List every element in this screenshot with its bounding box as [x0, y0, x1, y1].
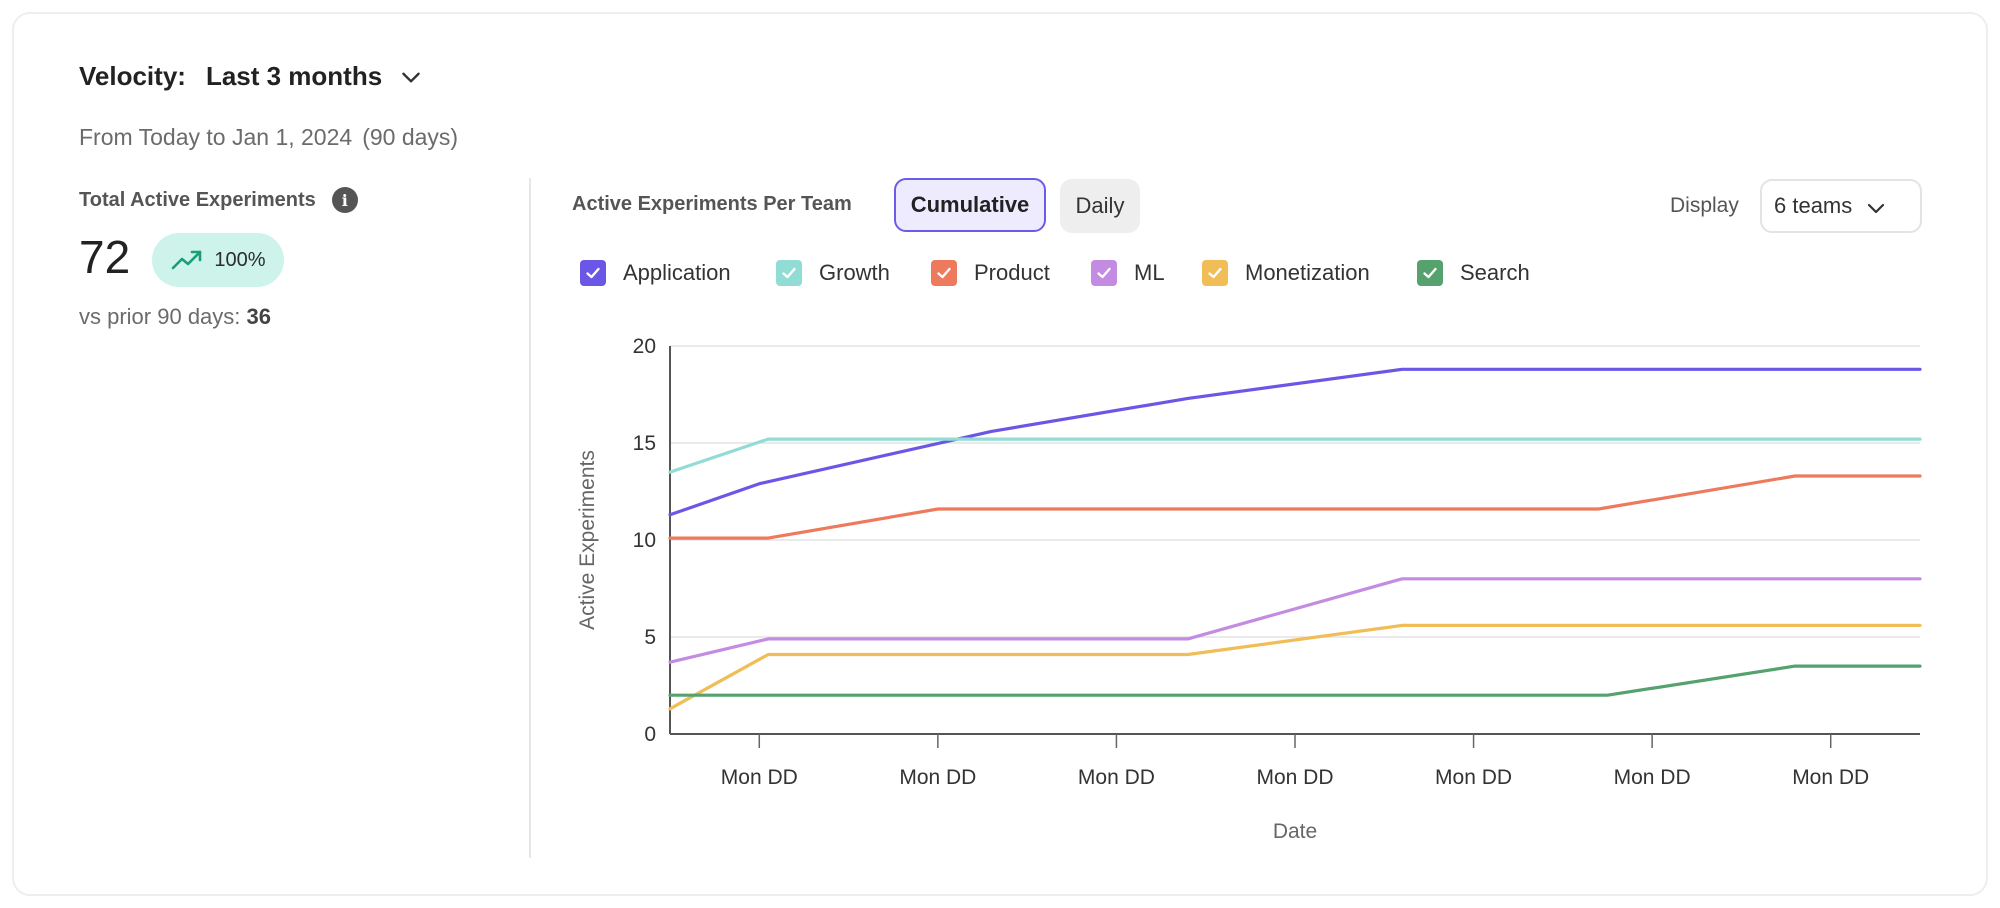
legend-label: ML — [1134, 260, 1165, 285]
prior-period: vs prior 90 days: 36 — [79, 304, 271, 330]
x-tick-label: Mon DD — [1792, 766, 1869, 789]
series-line-application — [668, 367, 1922, 517]
checkbox-checked-icon[interactable] — [776, 260, 802, 286]
chevron-down-icon — [1867, 203, 1885, 214]
checkbox-checked-icon[interactable] — [931, 260, 957, 286]
prior-value: 36 — [246, 304, 272, 329]
y-tick-label: 0 — [644, 723, 656, 746]
checkbox-checked-icon[interactable] — [1202, 260, 1228, 286]
change-percent: 100% — [214, 248, 266, 271]
legend-item-search[interactable]: Search — [1417, 260, 1530, 286]
y-axis-title: Active Experiments — [576, 450, 599, 630]
checkbox-checked-icon[interactable] — [580, 260, 606, 286]
period-select-value[interactable]: Last 3 months — [205, 61, 383, 91]
legend-item-application[interactable]: Application — [580, 260, 731, 286]
change-badge: 100% — [152, 233, 284, 287]
velocity-header[interactable]: Velocity: Last 3 months — [79, 61, 424, 92]
daily-toggle[interactable]: Daily — [1060, 179, 1140, 233]
series-line-ml — [668, 577, 1922, 664]
x-tick-label: Mon DD — [1614, 766, 1691, 789]
checkbox-checked-icon[interactable] — [1417, 260, 1443, 286]
series-line-growth — [668, 437, 1922, 474]
panel-divider — [529, 178, 531, 858]
x-tick-label: Mon DD — [1078, 766, 1155, 789]
total-experiments-heading: Total Active Experiments i — [79, 187, 358, 213]
date-range-text: From Today to Jan 1, 2024 — [79, 124, 353, 150]
legend-label: Search — [1460, 260, 1530, 285]
trending-up-icon — [172, 250, 202, 270]
legend-label: Growth — [819, 260, 890, 285]
prior-label: vs prior 90 days: — [79, 304, 241, 329]
series-line-product — [668, 474, 1922, 540]
display-select[interactable]: 6 teams — [1760, 179, 1922, 233]
x-tick-label: Mon DD — [721, 766, 798, 789]
display-label: Display — [1670, 194, 1739, 217]
cumulative-toggle[interactable]: Cumulative — [894, 178, 1046, 232]
total-experiments-label: Total Active Experiments — [79, 188, 316, 211]
total-experiments-value: 72 — [79, 231, 131, 283]
legend-label: Application — [623, 260, 731, 285]
x-tick-label: Mon DD — [1435, 766, 1512, 789]
y-tick-label: 15 — [633, 432, 656, 455]
checkbox-checked-icon[interactable] — [1091, 260, 1117, 286]
chevron-down-icon[interactable] — [398, 64, 424, 90]
x-axis-title: Date — [1273, 820, 1317, 843]
x-tick-label: Mon DD — [899, 766, 976, 789]
display-select-value: 6 teams — [1774, 193, 1853, 218]
velocity-card — [12, 12, 1988, 896]
y-tick-label: 20 — [633, 335, 656, 358]
legend-label: Product — [974, 260, 1050, 285]
legend-item-product[interactable]: Product — [931, 260, 1050, 286]
chart-title: Active Experiments Per Team — [572, 193, 852, 215]
info-icon[interactable]: i — [331, 187, 358, 213]
velocity-label: Velocity: — [79, 61, 186, 91]
y-tick-label: 10 — [633, 529, 656, 552]
y-tick-label: 5 — [644, 626, 656, 649]
series-line-search — [668, 664, 1922, 697]
series-line-monetization — [668, 623, 1922, 711]
legend-item-monetization[interactable]: Monetization — [1202, 260, 1370, 286]
date-range-days: (90 days) — [362, 124, 459, 150]
x-tick-label: Mon DD — [1256, 766, 1333, 789]
legend-item-growth[interactable]: Growth — [776, 260, 890, 286]
legend-item-ml[interactable]: ML — [1091, 260, 1165, 286]
legend-label: Monetization — [1245, 260, 1370, 285]
date-range: From Today to Jan 1, 2024 (90 days) — [79, 124, 458, 151]
